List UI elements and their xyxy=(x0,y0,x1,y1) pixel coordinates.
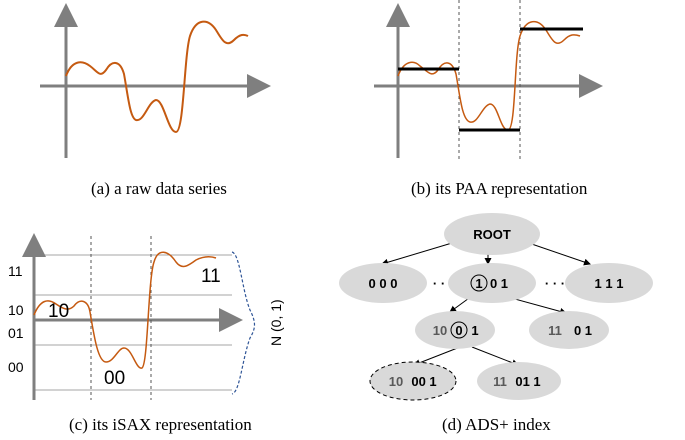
node-11011-prefix: 11 xyxy=(493,374,507,389)
raw-series-curve xyxy=(65,20,249,134)
caption-d: (d) ADS+ index xyxy=(442,415,551,434)
symbol-seg2: 00 xyxy=(104,368,125,389)
node-101-rest: 0 1 xyxy=(490,276,508,291)
node-1101-prefix: 11 xyxy=(548,323,562,338)
node-11011-rest: 01 1 xyxy=(515,374,540,389)
node-101-circled: 1 xyxy=(475,276,482,291)
tree-edge xyxy=(381,239,463,266)
panel-ads-index: ROOT 0 0 0 · · · 1 0 1 · · · 1 1 1 10 0 … xyxy=(339,213,653,434)
node-111-label: 1 1 1 xyxy=(595,276,624,291)
isax-series-curve xyxy=(33,251,217,369)
node-1101-rest: 0 1 xyxy=(574,323,592,338)
caption-a: (a) a raw data series xyxy=(91,179,227,198)
caption-c: (c) its iSAX representation xyxy=(69,415,252,434)
node-10001-prefix: 10 xyxy=(389,374,403,389)
tree-edge xyxy=(471,346,519,367)
node-10001-rest: 00 1 xyxy=(411,374,436,389)
tree-node-000 xyxy=(339,263,427,303)
ellipsis-right: · · · xyxy=(545,276,565,291)
symbol-seg1: 10 xyxy=(48,301,69,322)
panel-paa: (b) its PAA representation xyxy=(374,0,603,198)
node-1001-suffix: 1 xyxy=(471,323,478,338)
y-label-10: 10 xyxy=(8,302,24,318)
tree-node-root xyxy=(444,213,540,255)
panel-isax: 11 10 01 00 10 00 11 N (0, 1) (c) its iS… xyxy=(8,233,284,434)
node-1001-circled: 0 xyxy=(455,323,462,338)
tree-node-10-00-1 xyxy=(369,361,457,401)
symbol-seg3: 11 xyxy=(201,266,221,287)
node-000-label: 0 0 0 xyxy=(369,276,398,291)
distribution-label: N (0, 1) xyxy=(268,299,284,346)
tree-node-111 xyxy=(565,263,653,303)
root-label: ROOT xyxy=(473,227,511,242)
panel-raw-series: (a) a raw data series xyxy=(40,3,271,198)
normal-distribution-curve xyxy=(231,251,256,395)
tree-edge xyxy=(413,346,461,367)
tree-node-10-0-1 xyxy=(415,311,495,349)
tree-node-11-01-1 xyxy=(477,362,561,400)
circled-bit xyxy=(470,274,488,292)
tree-node-101 xyxy=(448,263,536,303)
tree-node-11-0-1 xyxy=(529,311,609,349)
paa-series-curve xyxy=(397,21,581,131)
y-label-01: 01 xyxy=(8,325,24,341)
y-label-00: 00 xyxy=(8,359,24,375)
ellipsis-left: · · · xyxy=(433,276,453,291)
node-1001-prefix: 10 xyxy=(433,323,447,338)
y-label-11: 11 xyxy=(8,263,23,279)
caption-b: (b) its PAA representation xyxy=(411,179,588,198)
circled-bit xyxy=(450,321,468,339)
